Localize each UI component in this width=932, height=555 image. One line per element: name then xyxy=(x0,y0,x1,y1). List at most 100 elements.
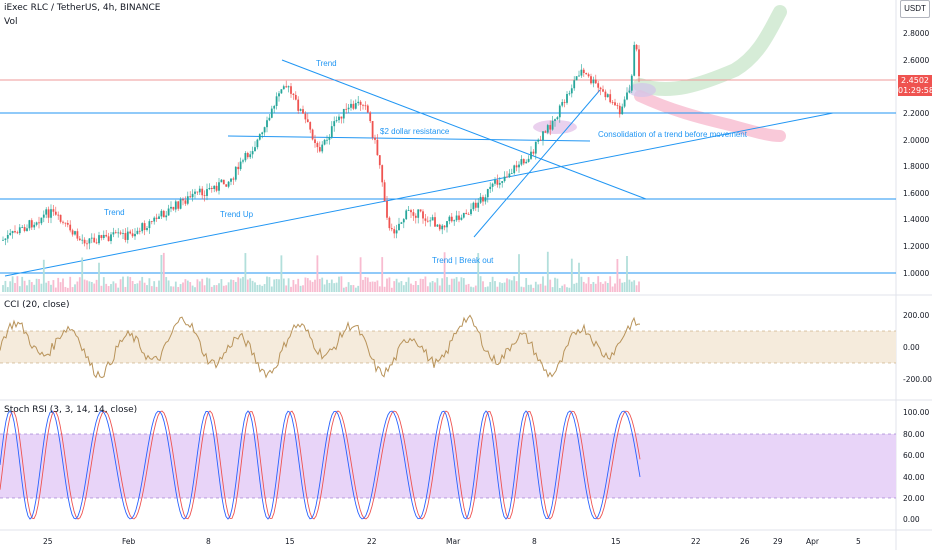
candle-body xyxy=(633,44,636,76)
candle-body xyxy=(506,176,508,178)
volume-bar xyxy=(237,277,240,292)
volume-bar xyxy=(592,281,595,292)
volume-bar xyxy=(398,282,400,292)
candle-body xyxy=(530,151,532,159)
volume-bar xyxy=(386,278,388,292)
volume-bar xyxy=(52,280,55,292)
candle-body xyxy=(165,215,168,218)
candle-body xyxy=(278,93,280,97)
volume-bar xyxy=(119,279,122,292)
candle-body xyxy=(362,104,364,106)
volume-bar xyxy=(114,283,117,292)
volume-bar xyxy=(71,287,74,292)
candle-body xyxy=(213,185,216,189)
volume-bar xyxy=(515,281,518,292)
volume-bar xyxy=(479,276,482,292)
candle-body xyxy=(266,120,268,128)
resistance-line[interactable] xyxy=(227,135,591,142)
stoch-tick: 20.00 xyxy=(903,494,925,503)
volume-bar xyxy=(57,277,60,292)
volume-bar xyxy=(167,280,170,292)
breakout-trend[interactable] xyxy=(473,89,601,238)
volume-bar xyxy=(501,283,504,292)
candle-body xyxy=(422,211,424,219)
stoch-label[interactable]: Stoch RSI (3, 3, 14, 14, close) xyxy=(4,405,138,415)
volume-bar xyxy=(347,282,350,292)
candle-body xyxy=(249,154,252,158)
candle-body xyxy=(237,166,240,170)
candle-body xyxy=(294,94,297,100)
volume-bar xyxy=(122,276,124,292)
candle-body xyxy=(42,214,45,218)
candle-body xyxy=(515,165,518,168)
volume-bar xyxy=(525,278,528,292)
volume-bar xyxy=(198,281,201,292)
volume-bar xyxy=(498,282,501,292)
candle-body xyxy=(491,183,494,187)
volume-bar xyxy=(148,278,151,292)
volume-bar xyxy=(18,286,21,292)
candle-body xyxy=(414,215,417,218)
volume-bar xyxy=(474,285,477,292)
volume-bar xyxy=(558,287,561,292)
volume-bar xyxy=(462,278,465,292)
price-axis[interactable]: 2.8000 2.6000 2.2000 2.0000 1.8000 1.600… xyxy=(903,29,929,278)
candle-body xyxy=(227,181,230,187)
symbol-title[interactable]: iExec RLC / TetherUS, 4h, BINANCE xyxy=(4,3,161,13)
volume-bar xyxy=(400,281,403,292)
volume-bar xyxy=(196,279,199,292)
price-tick: 2.6000 xyxy=(903,56,929,65)
volume-bar xyxy=(448,284,451,292)
price-tick: 1.8000 xyxy=(903,162,929,171)
candle-body xyxy=(318,147,321,152)
candle-body xyxy=(321,144,324,152)
volume-bar xyxy=(244,253,247,292)
time-tick: Mar xyxy=(446,537,461,546)
volume-bar xyxy=(239,278,242,292)
volume-bar xyxy=(150,286,153,292)
volume-bar xyxy=(54,287,57,292)
volume-bar xyxy=(155,286,158,292)
volume-bar xyxy=(357,285,360,292)
candle-body xyxy=(496,180,499,185)
candle-body xyxy=(534,141,537,154)
volume-bar xyxy=(210,286,213,292)
candle-body xyxy=(616,105,619,107)
stoch-d-line xyxy=(0,410,641,520)
volume-bar xyxy=(450,278,453,292)
time-tick: Feb xyxy=(122,537,136,546)
volume-bar xyxy=(412,284,415,292)
volume-bar xyxy=(35,278,38,292)
downtrend[interactable] xyxy=(281,59,647,200)
candle-body xyxy=(482,196,484,202)
candle-body xyxy=(556,117,559,120)
candle-body xyxy=(23,227,26,231)
time-axis[interactable]: 25 Feb 8 15 22 Mar 8 15 22 26 29 Apr 5 xyxy=(43,537,861,546)
annotation-breakout: Trend | Break out xyxy=(432,256,494,265)
candle-body xyxy=(357,101,360,104)
time-tick: 25 xyxy=(43,537,53,546)
candle-body xyxy=(290,86,292,94)
candle-body xyxy=(218,182,220,191)
candle-body xyxy=(546,125,549,133)
candle-body xyxy=(462,212,465,218)
volume-bar xyxy=(170,286,172,292)
cci-label[interactable]: CCI (20, close) xyxy=(4,300,70,310)
candle-body xyxy=(160,210,163,217)
candle-body xyxy=(590,76,592,84)
currency-button[interactable]: USDT xyxy=(900,0,930,18)
volume-bar xyxy=(45,282,48,292)
long-uptrend[interactable] xyxy=(4,112,834,277)
volume-bar xyxy=(112,281,115,292)
volume-bar xyxy=(606,282,609,292)
candle-body xyxy=(30,220,33,228)
volume-bar xyxy=(599,282,602,292)
candle-body xyxy=(222,179,225,185)
time-tick: 15 xyxy=(285,537,295,546)
volume-bar xyxy=(388,277,391,292)
volume-bar xyxy=(405,281,408,292)
price-tick: 1.4000 xyxy=(903,215,929,224)
volume-bar xyxy=(318,278,321,292)
candle-body xyxy=(388,217,391,229)
